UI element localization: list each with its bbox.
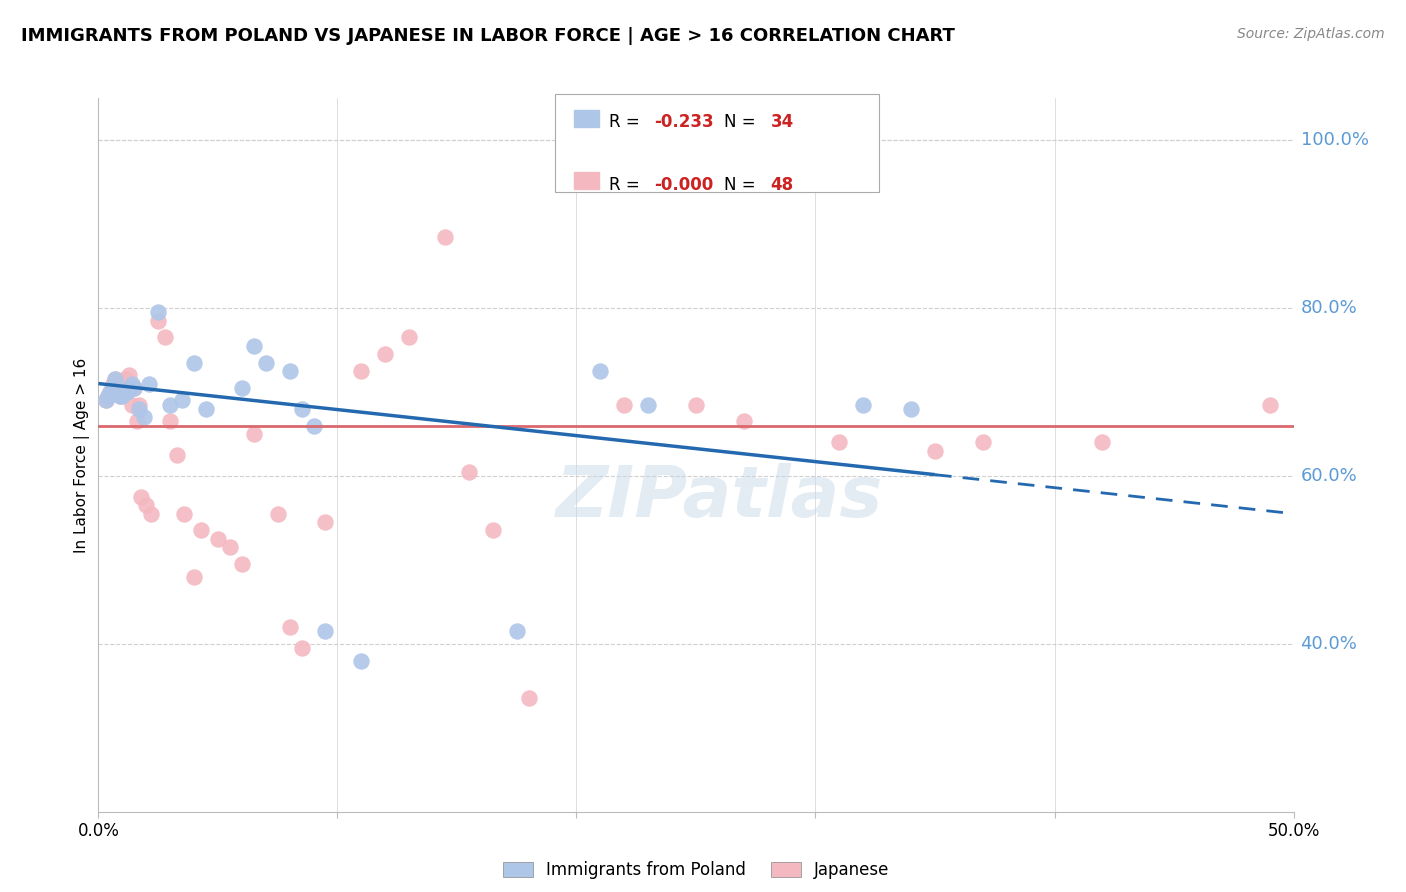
Legend: Immigrants from Poland, Japanese: Immigrants from Poland, Japanese	[496, 855, 896, 886]
Point	[589, 364, 612, 378]
Point	[138, 376, 160, 391]
Point	[207, 532, 229, 546]
Point	[124, 381, 146, 395]
Point	[924, 443, 946, 458]
Text: 34: 34	[770, 113, 794, 131]
Point	[148, 305, 170, 319]
Point	[148, 313, 170, 327]
Point	[94, 393, 117, 408]
Point	[121, 398, 143, 412]
Text: R =: R =	[609, 113, 645, 131]
Point	[155, 330, 177, 344]
Point	[114, 372, 136, 386]
Point	[124, 381, 146, 395]
Text: 80.0%: 80.0%	[1301, 299, 1357, 317]
Point	[231, 557, 253, 571]
Point	[194, 401, 217, 416]
Point	[613, 398, 636, 412]
Point	[97, 389, 120, 403]
Point	[172, 393, 194, 408]
Point	[128, 398, 150, 412]
Point	[374, 347, 396, 361]
Point	[243, 339, 266, 353]
Text: IMMIGRANTS FROM POLAND VS JAPANESE IN LABOR FORCE | AGE > 16 CORRELATION CHART: IMMIGRANTS FROM POLAND VS JAPANESE IN LA…	[21, 27, 955, 45]
Point	[190, 524, 212, 538]
Point	[98, 384, 122, 399]
Text: -0.233: -0.233	[654, 113, 713, 131]
Point	[114, 384, 136, 399]
Text: -0.000: -0.000	[654, 176, 713, 194]
Point	[115, 384, 138, 399]
Point	[125, 414, 148, 428]
Point	[900, 401, 922, 416]
Point	[481, 524, 505, 538]
Point	[128, 401, 150, 416]
Point	[254, 355, 277, 369]
Point	[121, 376, 143, 391]
Y-axis label: In Labor Force | Age > 16: In Labor Force | Age > 16	[75, 358, 90, 552]
Point	[111, 384, 134, 399]
Point	[219, 541, 242, 555]
Point	[828, 435, 851, 450]
Text: 48: 48	[770, 176, 793, 194]
Point	[972, 435, 994, 450]
Point	[433, 229, 456, 244]
Point	[108, 389, 131, 403]
Point	[350, 364, 373, 378]
Point	[398, 330, 420, 344]
Text: N =: N =	[724, 176, 761, 194]
Point	[115, 384, 138, 399]
Point	[231, 381, 253, 395]
Text: 60.0%: 60.0%	[1301, 467, 1357, 485]
Text: Source: ZipAtlas.com: Source: ZipAtlas.com	[1237, 27, 1385, 41]
Point	[183, 569, 205, 583]
Point	[290, 401, 312, 416]
Point	[132, 410, 155, 425]
Point	[243, 426, 266, 441]
Point	[350, 654, 373, 668]
Point	[118, 368, 141, 383]
Point	[1091, 435, 1114, 450]
Text: R =: R =	[609, 176, 645, 194]
Point	[98, 384, 122, 399]
Point	[159, 414, 181, 428]
Point	[733, 414, 755, 428]
Point	[135, 498, 157, 512]
Point	[104, 372, 127, 386]
Point	[101, 381, 124, 395]
Point	[290, 640, 312, 655]
Point	[173, 507, 195, 521]
Point	[267, 507, 290, 521]
Point	[159, 398, 181, 412]
Point	[278, 620, 301, 634]
Text: N =: N =	[724, 113, 761, 131]
Text: 40.0%: 40.0%	[1301, 635, 1357, 653]
Point	[108, 389, 131, 403]
Point	[278, 364, 301, 378]
Point	[166, 448, 188, 462]
Point	[458, 465, 481, 479]
Point	[506, 624, 529, 639]
Text: ZIPatlas: ZIPatlas	[557, 463, 883, 533]
Point	[1258, 398, 1281, 412]
Point	[637, 398, 659, 412]
Point	[131, 490, 153, 504]
Point	[852, 398, 875, 412]
Point	[315, 515, 337, 529]
Point	[118, 381, 141, 395]
Point	[97, 389, 120, 403]
Point	[183, 355, 205, 369]
Point	[107, 384, 129, 399]
Point	[685, 398, 707, 412]
Point	[104, 372, 127, 386]
Text: 100.0%: 100.0%	[1301, 131, 1368, 149]
Point	[302, 418, 325, 433]
Point	[517, 691, 540, 706]
Point	[107, 384, 129, 399]
Point	[101, 376, 124, 391]
Point	[94, 393, 117, 408]
Point	[139, 507, 162, 521]
Point	[315, 624, 337, 639]
Point	[111, 389, 134, 403]
